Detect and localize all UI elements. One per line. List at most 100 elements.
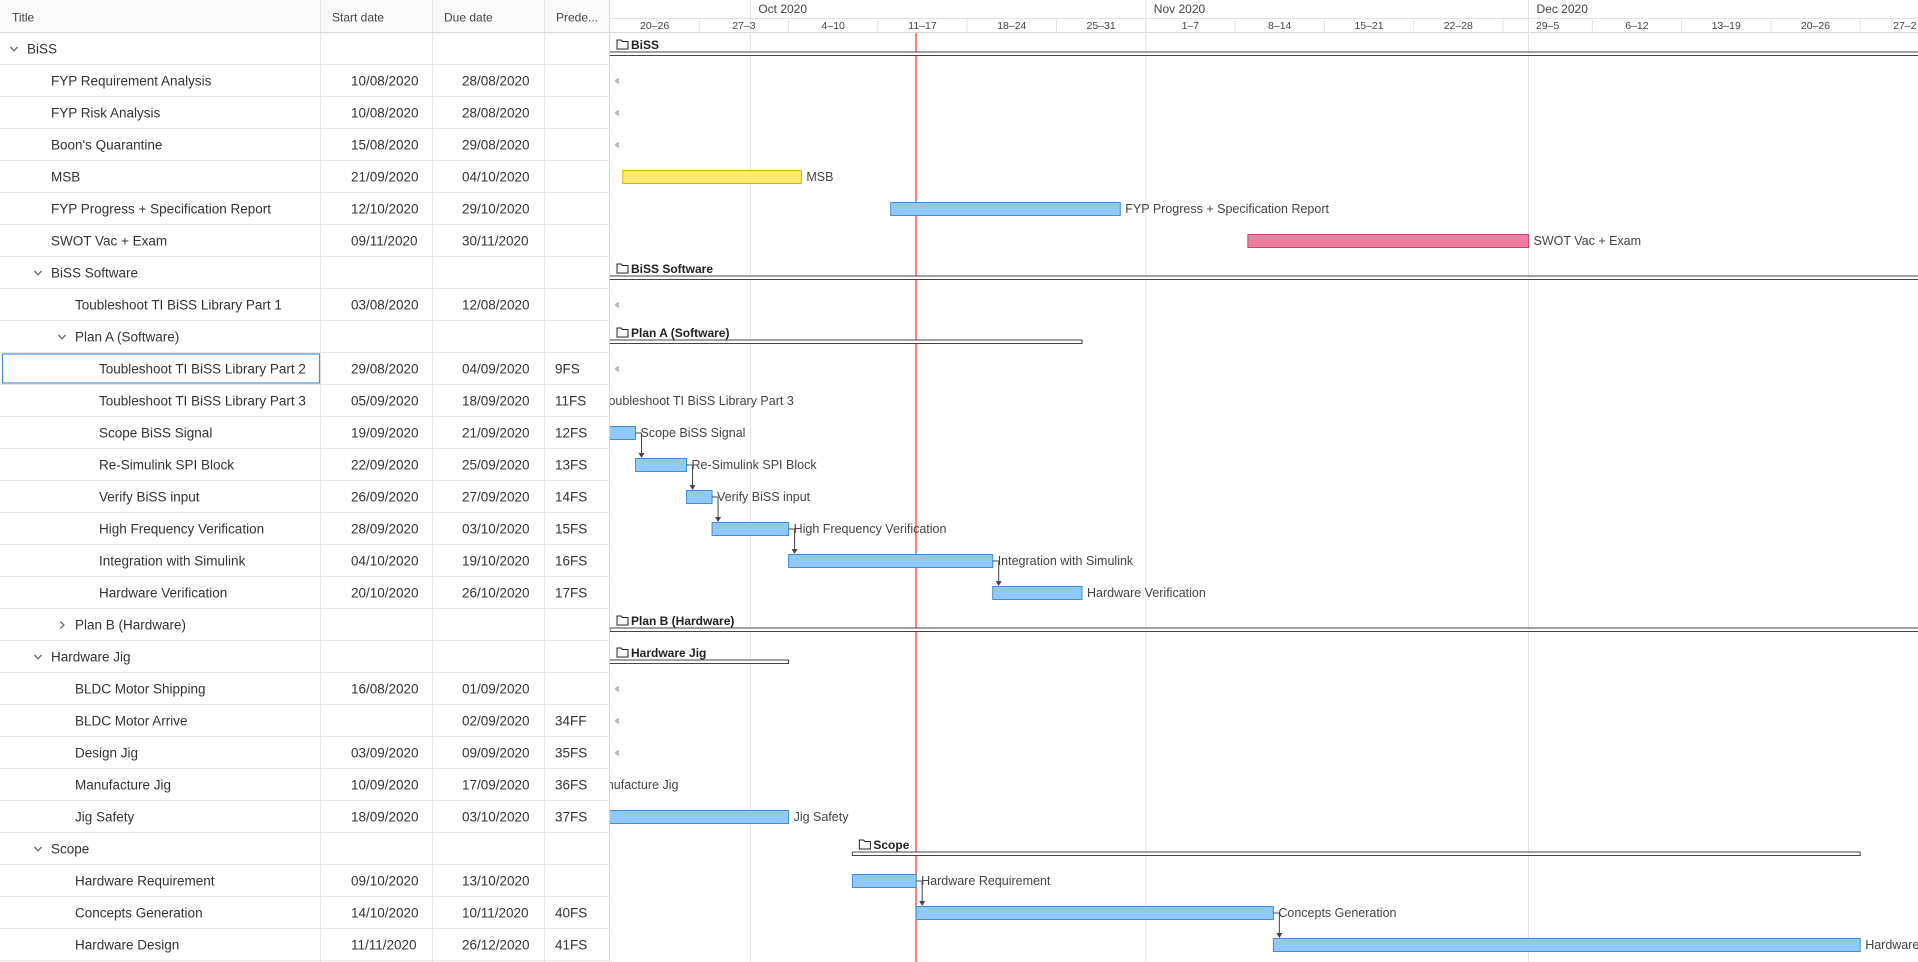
task-title: BLDC Motor Shipping	[75, 682, 206, 697]
dependency-arrowhead	[638, 453, 645, 458]
due-date: 28/08/2020	[462, 74, 530, 89]
due-date: 12/08/2020	[462, 298, 530, 313]
predecessor: 35FS	[555, 746, 587, 761]
due-date: 09/09/2020	[462, 746, 530, 761]
task-bar[interactable]	[686, 490, 713, 504]
task-title: SWOT Vac + Exam	[51, 234, 167, 249]
task-title: FYP Risk Analysis	[51, 106, 161, 121]
predecessor: 11FS	[555, 394, 586, 409]
task-title: BLDC Motor Arrive	[75, 714, 188, 729]
group-bar	[610, 659, 790, 664]
start-date: 26/09/2020	[351, 490, 419, 505]
offscreen-indicator	[614, 109, 619, 117]
start-date: 14/10/2020	[351, 906, 419, 921]
task-title: Verify BiSS input	[99, 490, 200, 505]
dependency-arrowhead	[1276, 933, 1283, 938]
task-bar-label: MSB	[806, 170, 833, 184]
due-date: 30/11/2020	[462, 234, 529, 249]
task-title: Hardware Design	[75, 938, 179, 953]
task-bar[interactable]	[890, 202, 1121, 216]
start-date: 04/10/2020	[351, 554, 419, 569]
dependency-arrowhead	[791, 549, 798, 554]
task-title: Hardware Verification	[99, 586, 227, 601]
task-table: Title Start date Due date Prede... BiSS FYP R…	[0, 0, 609, 962]
due-date: 13/10/2020	[462, 874, 530, 889]
due-date: 02/09/2020	[462, 714, 530, 729]
start-date: 09/10/2020	[351, 874, 419, 889]
start-date: 10/08/2020	[351, 106, 419, 121]
week-label: 6–12	[1625, 20, 1649, 32]
offscreen-indicator	[614, 685, 619, 693]
offscreen-indicator	[614, 749, 619, 757]
task-bar[interactable]	[915, 906, 1274, 920]
due-date: 28/08/2020	[462, 106, 530, 121]
predecessor: 13FS	[555, 458, 587, 473]
group-label: Hardware Jig	[631, 646, 706, 660]
folder-icon	[858, 839, 871, 850]
task-bar[interactable]	[851, 874, 917, 888]
task-bar-label: Toubleshoot TI BiSS Library Part 3	[602, 394, 794, 408]
task-title: FYP Requirement Analysis	[51, 74, 212, 89]
group-label: BiSS Software	[631, 262, 713, 276]
start-date: 29/08/2020	[351, 362, 419, 377]
task-bar[interactable]	[622, 170, 802, 184]
dependency-arrowhead	[995, 581, 1002, 586]
start-date: 20/10/2020	[351, 586, 419, 601]
task-bar[interactable]	[584, 810, 790, 824]
task-title: Hardware Requirement	[75, 874, 215, 889]
start-date: 16/08/2020	[351, 682, 419, 697]
week-label: 22–28	[1444, 20, 1473, 32]
task-bar-label: Re-Simulink SPI Block	[692, 458, 818, 472]
dependency-arrowhead	[715, 517, 722, 522]
predecessor: 41FS	[555, 938, 587, 953]
task-bar[interactable]	[1272, 938, 1861, 952]
week-label: 29–5	[1536, 20, 1560, 32]
task-bar-label: Hardware Requirement	[921, 874, 1051, 888]
task-title: Boon's Quarantine	[51, 138, 162, 153]
task-title: Re-Simulink SPI Block	[99, 458, 234, 473]
collapse-toggle[interactable]	[10, 46, 18, 52]
task-bar[interactable]	[1247, 234, 1530, 248]
task-bar-label: Scope BiSS Signal	[641, 426, 746, 440]
task-bar-label: High Frequency Verification	[794, 522, 947, 536]
folder-icon	[616, 263, 629, 274]
timeline: Oct 2020 Nov 2020 Dec 2020 20–26 27–3 4–10 11–…	[584, 0, 1918, 962]
offscreen-indicator	[614, 77, 619, 85]
offscreen-indicator	[614, 141, 619, 149]
dependency-line	[916, 880, 923, 902]
task-title: Plan B (Hardware)	[75, 618, 186, 633]
task-bar[interactable]	[635, 458, 688, 472]
collapse-toggle[interactable]	[34, 846, 42, 852]
task-bar[interactable]	[711, 522, 790, 536]
group-label: BiSS	[631, 38, 659, 52]
week-label: 11–17	[908, 20, 937, 32]
predecessor: 40FS	[555, 906, 587, 921]
start-date: 10/08/2020	[351, 74, 419, 89]
column-header: Due date	[444, 11, 493, 25]
start-date: 03/08/2020	[351, 298, 419, 313]
due-date: 29/08/2020	[462, 138, 530, 153]
week-label: 25–31	[1086, 20, 1115, 32]
group-label: Scope	[873, 838, 909, 852]
collapse-toggle[interactable]	[34, 654, 42, 660]
dependency-line	[788, 528, 796, 550]
start-date: 15/08/2020	[351, 138, 419, 153]
collapse-toggle[interactable]	[34, 270, 42, 276]
task-bar[interactable]	[788, 554, 994, 568]
month-label: Oct 2020	[758, 2, 807, 16]
dependency-arrowhead	[689, 485, 696, 490]
collapse-toggle[interactable]	[58, 334, 66, 340]
due-date: 04/09/2020	[462, 362, 530, 377]
task-title: Plan A (Software)	[75, 330, 179, 345]
due-date: 26/10/2020	[462, 586, 530, 601]
start-date: 21/09/2020	[351, 170, 419, 185]
week-label: 27–2	[1893, 20, 1917, 32]
task-bar[interactable]	[992, 586, 1083, 600]
task-bar-label: SWOT Vac + Exam	[1534, 234, 1642, 248]
due-date: 19/10/2020	[462, 554, 530, 569]
task-title: Scope	[51, 842, 89, 857]
expand-toggle[interactable]	[59, 621, 65, 629]
task-title: Manufacture Jig	[75, 778, 171, 793]
start-date: 11/11/2020	[351, 938, 417, 953]
